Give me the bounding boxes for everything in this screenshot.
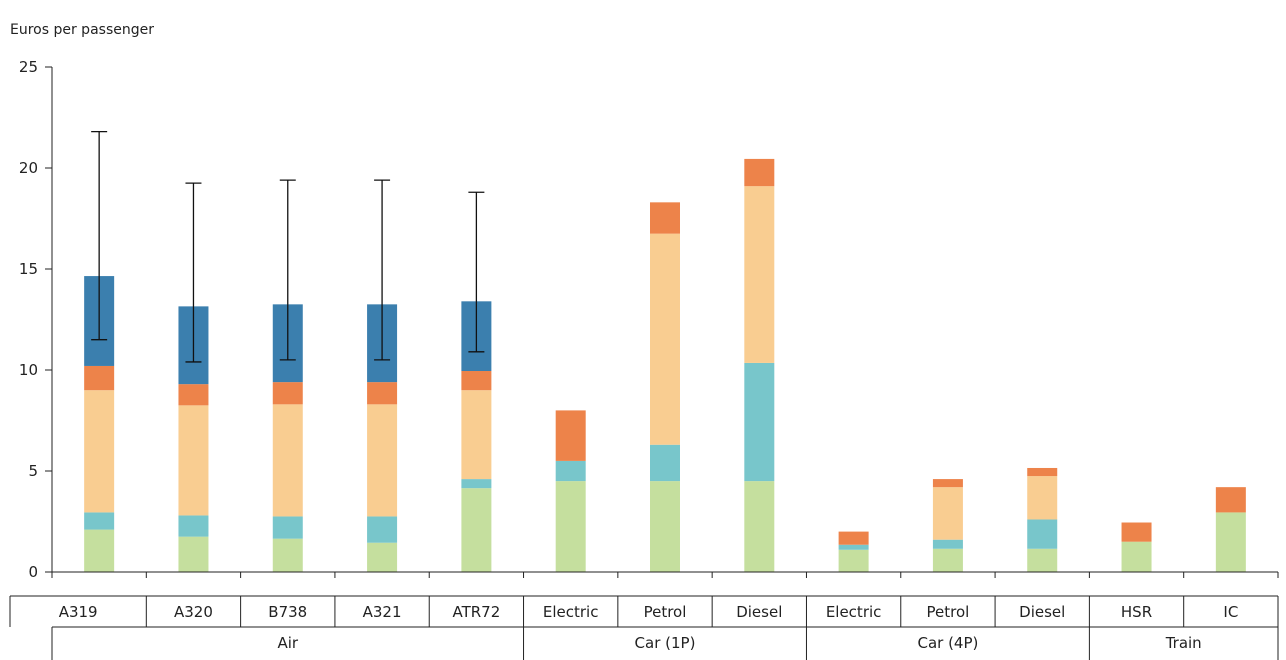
category-label: Petrol bbox=[644, 603, 687, 621]
bar-segment bbox=[461, 488, 492, 572]
bar-segment bbox=[555, 410, 586, 461]
bar-segment bbox=[650, 202, 680, 234]
category-table: A319 A320 B738 A321 ATR72 Electric Petrol Diese… bbox=[9, 595, 1279, 660]
bar-segment bbox=[744, 186, 775, 363]
y-tick-label: 25 bbox=[19, 58, 38, 76]
bar-segment bbox=[1121, 541, 1152, 572]
bar-segment bbox=[272, 516, 303, 539]
bar-segment bbox=[1027, 467, 1058, 477]
bar-segment bbox=[272, 404, 303, 517]
bar-segment bbox=[367, 542, 398, 572]
y-tick-label: 0 bbox=[28, 563, 38, 581]
error-bars bbox=[91, 130, 485, 363]
x-axis bbox=[51, 571, 1279, 578]
bar-segment bbox=[178, 536, 209, 572]
category-label: Diesel bbox=[1019, 603, 1065, 621]
bar-segment bbox=[1027, 519, 1058, 549]
y-axis: 0 5 10 15 20 25 bbox=[19, 58, 53, 581]
y-tick-label: 10 bbox=[19, 361, 38, 379]
bar-segment bbox=[555, 460, 586, 482]
category-label: B738 bbox=[268, 603, 307, 621]
group-label: Train bbox=[1165, 634, 1202, 652]
bar-segment bbox=[932, 479, 963, 488]
group-label: Air bbox=[277, 634, 298, 652]
bar-segment bbox=[1027, 476, 1058, 520]
bar-segment bbox=[84, 529, 115, 572]
bar-segment bbox=[838, 549, 869, 572]
bar-segment bbox=[744, 362, 775, 482]
group-label: Car (1P) bbox=[635, 634, 696, 652]
bar-segment bbox=[1121, 522, 1152, 542]
bar-segment bbox=[178, 384, 209, 406]
bar-segment bbox=[932, 539, 963, 549]
bar-segment bbox=[744, 481, 775, 572]
category-label: Petrol bbox=[927, 603, 970, 621]
bar-segment bbox=[272, 382, 303, 405]
bar-segment bbox=[932, 548, 963, 572]
bar-segment bbox=[555, 481, 586, 572]
bar-segment bbox=[84, 390, 115, 513]
bar-segment bbox=[744, 158, 775, 187]
y-axis-label: Euros per passenger bbox=[10, 22, 154, 38]
category-label: IC bbox=[1223, 603, 1238, 621]
bar-segment bbox=[1215, 512, 1246, 572]
category-label: ATR72 bbox=[452, 603, 500, 621]
bar-segment bbox=[367, 516, 398, 543]
category-label: Electric bbox=[826, 603, 882, 621]
bar-segment bbox=[650, 444, 680, 482]
bar-segment bbox=[461, 479, 492, 489]
bars bbox=[84, 158, 1246, 572]
y-tick-label: 5 bbox=[28, 462, 38, 480]
y-tick-label: 20 bbox=[19, 159, 38, 177]
bar-segment bbox=[461, 371, 492, 391]
bar-segment bbox=[367, 404, 398, 517]
bar-segment bbox=[461, 390, 492, 480]
bar-segment bbox=[650, 481, 680, 572]
category-label: A321 bbox=[363, 603, 402, 621]
y-tick-label: 15 bbox=[19, 260, 38, 278]
bar-segment bbox=[367, 382, 398, 405]
category-label: Diesel bbox=[736, 603, 782, 621]
bar-segment bbox=[272, 538, 303, 572]
bar-segment bbox=[178, 405, 209, 516]
bar-segment bbox=[1027, 548, 1058, 572]
bar-segment bbox=[932, 487, 963, 540]
category-label: HSR bbox=[1121, 603, 1152, 621]
bar-segment bbox=[838, 544, 869, 550]
group-label: Car (4P) bbox=[917, 634, 978, 652]
bar-segment bbox=[178, 515, 209, 537]
bar-segment bbox=[650, 233, 680, 445]
category-label: Electric bbox=[543, 603, 599, 621]
bar-segment bbox=[84, 512, 115, 530]
category-label: A320 bbox=[174, 603, 213, 621]
category-label: A319 bbox=[59, 603, 98, 621]
bar-segment bbox=[1215, 487, 1246, 513]
bar-segment bbox=[838, 531, 869, 545]
bar-segment bbox=[84, 365, 115, 391]
